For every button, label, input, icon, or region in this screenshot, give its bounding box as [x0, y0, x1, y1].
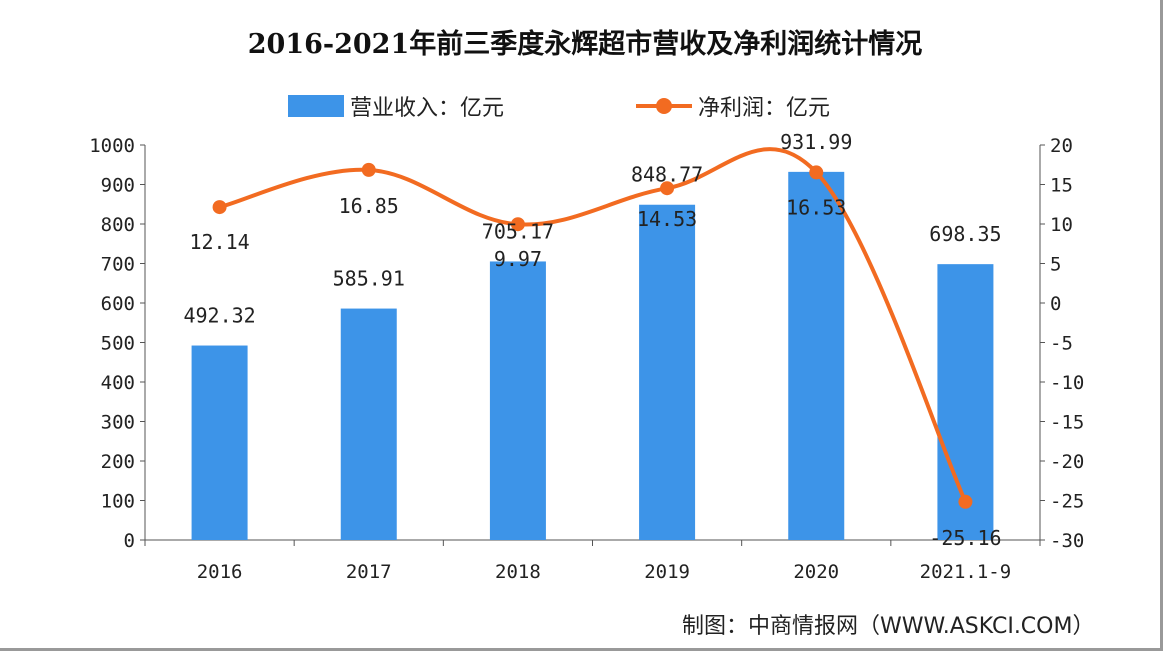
right-tick-label: -5 [1050, 333, 1073, 355]
right-tick-label: -20 [1050, 451, 1084, 473]
revenue-data-label: 492.32 [183, 304, 255, 328]
profit-point [361, 162, 376, 177]
left-tick-label: 500 [101, 333, 135, 355]
profit-point [660, 181, 675, 196]
legend-label-revenue: 营业收入：亿元 [350, 96, 505, 121]
right-tick-label: 15 [1050, 175, 1073, 197]
profit-data-label: 16.53 [786, 195, 846, 219]
right-tick-label: -15 [1050, 412, 1084, 434]
legend-line-swatch [636, 95, 692, 117]
left-tick-label: 300 [101, 412, 135, 434]
left-tick-label: 800 [101, 214, 135, 236]
left-tick-label: 700 [101, 254, 135, 276]
right-tick-label: -10 [1050, 372, 1084, 394]
left-tick-label: 0 [124, 530, 135, 552]
profit-point [212, 200, 227, 215]
revenue-bar [340, 308, 397, 540]
profit-point [958, 494, 973, 509]
right-tick-label: -25 [1050, 491, 1084, 513]
revenue-bar [639, 204, 696, 541]
left-tick-label: 100 [101, 491, 135, 513]
legend-bar-swatch [288, 95, 344, 117]
legend-item-profit: 净利润：亿元 [636, 90, 830, 122]
right-tick-label: -30 [1050, 530, 1084, 552]
revenue-data-label: 848.77 [631, 163, 703, 187]
right-tick-label: 0 [1050, 293, 1061, 315]
right-tick-label: 5 [1050, 254, 1061, 276]
legend: 营业收入：亿元 净利润：亿元 [0, 90, 1170, 122]
profit-data-label: 9.97 [494, 247, 542, 271]
x-tick-label: 2021.1-9 [920, 561, 1012, 583]
profit-data-label: 16.85 [339, 194, 399, 218]
left-tick-label: 1000 [89, 135, 135, 157]
legend-label-profit: 净利润：亿元 [698, 96, 831, 121]
left-tick-label: 900 [101, 175, 135, 197]
x-tick-label: 2018 [495, 561, 541, 583]
x-tick-label: 2017 [346, 561, 392, 583]
revenue-bar [489, 261, 546, 540]
revenue-data-label: 585.91 [333, 267, 405, 291]
revenue-bar [788, 171, 845, 540]
x-tick-label: 2020 [793, 561, 839, 583]
left-tick-label: 200 [101, 451, 135, 473]
profit-data-label: 14.53 [637, 207, 697, 231]
legend-item-revenue: 营业收入：亿元 [288, 90, 504, 122]
revenue-data-label: 698.35 [929, 222, 1001, 246]
revenue-bar [937, 264, 994, 540]
right-tick-label: 10 [1050, 214, 1073, 236]
profit-data-label: 12.14 [189, 230, 249, 254]
x-tick-label: 2019 [644, 561, 690, 583]
profit-point [510, 217, 525, 232]
profit-point [809, 165, 824, 180]
profit-line [219, 147, 968, 503]
profit-data-label: -25.16 [929, 526, 1001, 550]
source-note: 制图：中商情报网（WWW.ASKCI.COM） [682, 614, 1095, 639]
x-tick-label: 2016 [197, 561, 243, 583]
chart-title: 2016-2021年前三季度永辉超市营收及净利润统计情况 [247, 29, 923, 60]
revenue-data-label: 931.99 [780, 130, 852, 154]
left-tick-label: 600 [101, 293, 135, 315]
revenue-data-label: 705.17 [482, 219, 554, 243]
left-tick-label: 400 [101, 372, 135, 394]
revenue-bar [191, 345, 248, 540]
right-tick-label: 20 [1050, 135, 1073, 157]
